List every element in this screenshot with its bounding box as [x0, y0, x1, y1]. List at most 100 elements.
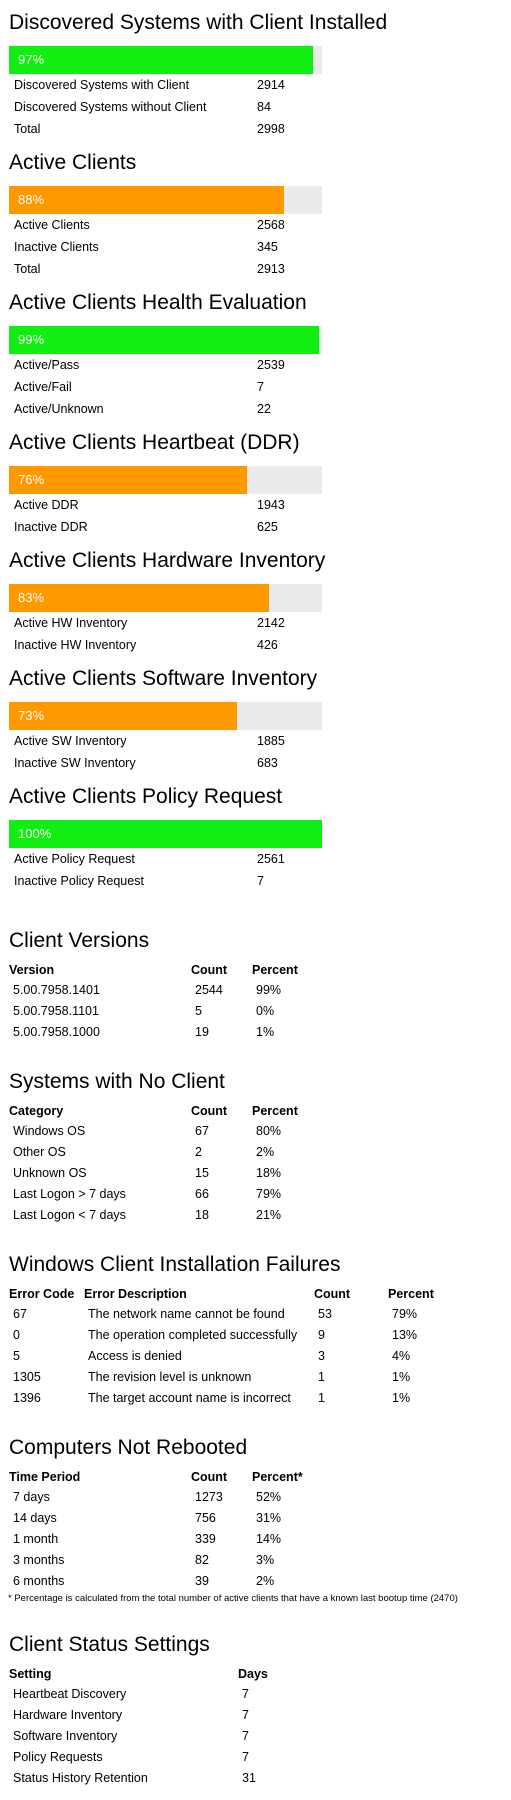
stat-row: Active Clients 2568	[9, 214, 511, 236]
table-cell: 7	[242, 1708, 249, 1722]
table-cell: Other OS	[13, 1145, 66, 1159]
table-cell: The target account name is incorrect	[88, 1391, 291, 1405]
stat-row: Inactive SW Inventory 683	[9, 752, 511, 774]
table-cell: 0	[13, 1328, 20, 1342]
table-cell: 339	[195, 1532, 216, 1546]
table-cell: 5.00.7958.1000	[13, 1025, 100, 1039]
table-row: 1 month 339 14%	[9, 1529, 511, 1550]
table-section: Client Status Settings Setting Days Heartbe…	[9, 1630, 511, 1789]
table-row: Other OS 2 2%	[9, 1142, 511, 1163]
table-cell: 53	[318, 1307, 332, 1321]
section-title: Active Clients Policy Request	[9, 785, 283, 808]
stat-label: Active/Unknown	[14, 402, 104, 416]
progress-track: 99%	[9, 326, 322, 354]
table-cell: 7	[242, 1729, 249, 1743]
progress-track: 97%	[9, 46, 322, 74]
section-title: Systems with No Client	[9, 1070, 225, 1093]
table-cell: 79%	[256, 1187, 282, 1201]
stat-row: Active/Pass 2539	[9, 354, 511, 376]
table-row: Status History Retention 31	[9, 1768, 511, 1789]
stat-value: 2561	[257, 852, 285, 866]
stat-row: Discovered Systems with Client 2914	[9, 74, 511, 96]
table-cell: 1273	[195, 1490, 223, 1504]
stat-label: Active Policy Request	[14, 852, 135, 866]
stat-row: Active HW Inventory 2142	[9, 612, 511, 634]
table-cell: Policy Requests	[13, 1750, 103, 1764]
stat-value: 345	[257, 240, 278, 254]
table-cell: 1	[318, 1370, 325, 1384]
progress-track: 88%	[9, 186, 322, 214]
progress-track: 100%	[9, 820, 322, 848]
section: Discovered Systems with Client Installed…	[9, 8, 511, 140]
table-row: Software Inventory 7	[9, 1726, 511, 1747]
table-cell: 7	[242, 1687, 249, 1701]
stat-row: Active SW Inventory 1885	[9, 730, 511, 752]
table-cell: 15	[195, 1166, 209, 1180]
column-header: Count	[191, 1104, 228, 1118]
section-title: Discovered Systems with Client Installed	[9, 11, 388, 34]
table-cell: 2%	[256, 1145, 275, 1159]
section-title: Computers Not Rebooted	[9, 1436, 248, 1459]
table-row: 67 The network name cannot be found 53 79%	[9, 1304, 511, 1325]
table-row: Windows OS 67 80%	[9, 1121, 511, 1142]
stat-row: Inactive Clients 345	[9, 236, 511, 258]
table-cell: 5.00.7958.1101	[13, 1004, 99, 1018]
section: Active Clients Hardware Inventory 83% Acti…	[9, 546, 511, 656]
table-row: 1305 The revision level is unknown 1 1%	[9, 1367, 511, 1388]
progress-track: 83%	[9, 584, 322, 612]
table-cell: 7	[242, 1750, 249, 1764]
table-cell: 5.00.7958.1401	[13, 983, 100, 997]
table-row: Unknown OS 15 18%	[9, 1163, 511, 1184]
table-section: Computers Not Rebooted Time Period Count Pe…	[8, 1433, 511, 1606]
table-cell: 13%	[392, 1328, 418, 1342]
footnote: * Percentage is calculated from the tota…	[8, 1593, 458, 1604]
stat-label: Inactive Policy Request	[14, 874, 144, 888]
column-header: Category	[9, 1104, 64, 1118]
progress-track: 76%	[9, 466, 322, 494]
table-row: Heartbeat Discovery 7	[9, 1684, 511, 1705]
table-cell: 67	[195, 1124, 209, 1138]
stat-value: 2142	[257, 616, 285, 630]
table-header: Category Count Percent	[9, 1101, 511, 1121]
section-title: Client Versions	[9, 929, 150, 952]
table-cell: Last Logon < 7 days	[13, 1208, 126, 1222]
table-cell: 14 days	[13, 1511, 57, 1525]
table-row: 5.00.7958.1000 19 1%	[9, 1022, 511, 1043]
table-cell: Windows OS	[13, 1124, 86, 1138]
column-header: Version	[9, 963, 55, 977]
stat-label: Inactive SW Inventory	[14, 756, 136, 770]
table-cell: 7 days	[13, 1490, 50, 1504]
section-title: Windows Client Installation Failures	[9, 1253, 341, 1276]
table-cell: 79%	[392, 1307, 418, 1321]
table-cell: 3%	[256, 1553, 275, 1567]
column-header: Percent*	[252, 1470, 303, 1484]
stat-label: Inactive Clients	[14, 240, 99, 254]
table-cell: 5	[195, 1004, 202, 1018]
table-cell: The network name cannot be found	[88, 1307, 285, 1321]
table-cell: 31%	[256, 1511, 282, 1525]
table-cell: 66	[195, 1187, 209, 1201]
stat-value: 2998	[257, 122, 285, 136]
progress-track: 73%	[9, 702, 322, 730]
progress-fill	[9, 46, 313, 74]
column-header: Percent	[252, 963, 298, 977]
table-row: Last Logon > 7 days 66 79%	[9, 1184, 511, 1205]
stat-value: 426	[257, 638, 278, 652]
progress-fill	[9, 326, 319, 354]
table-cell: 9	[318, 1328, 325, 1342]
table-cell: 67	[13, 1307, 27, 1321]
stat-row: Active Policy Request 2561	[9, 848, 511, 870]
table-row: 5.00.7958.1101 5 0%	[9, 1001, 511, 1022]
table-cell: 2	[195, 1145, 202, 1159]
table-cell: 52%	[256, 1490, 282, 1504]
table-row: 6 months 39 2%	[9, 1571, 511, 1592]
stat-row: Inactive Policy Request 7	[9, 870, 511, 892]
stat-row: Active/Unknown 22	[9, 398, 511, 420]
table-cell: 99%	[256, 983, 282, 997]
stat-value: 2914	[257, 78, 285, 92]
section: Active Clients Software Inventory 73% Acti…	[9, 664, 511, 774]
table-cell: 1	[318, 1391, 325, 1405]
progress-fill	[9, 466, 247, 494]
table-cell: Heartbeat Discovery	[13, 1687, 127, 1701]
table-cell: Hardware Inventory	[13, 1708, 123, 1722]
